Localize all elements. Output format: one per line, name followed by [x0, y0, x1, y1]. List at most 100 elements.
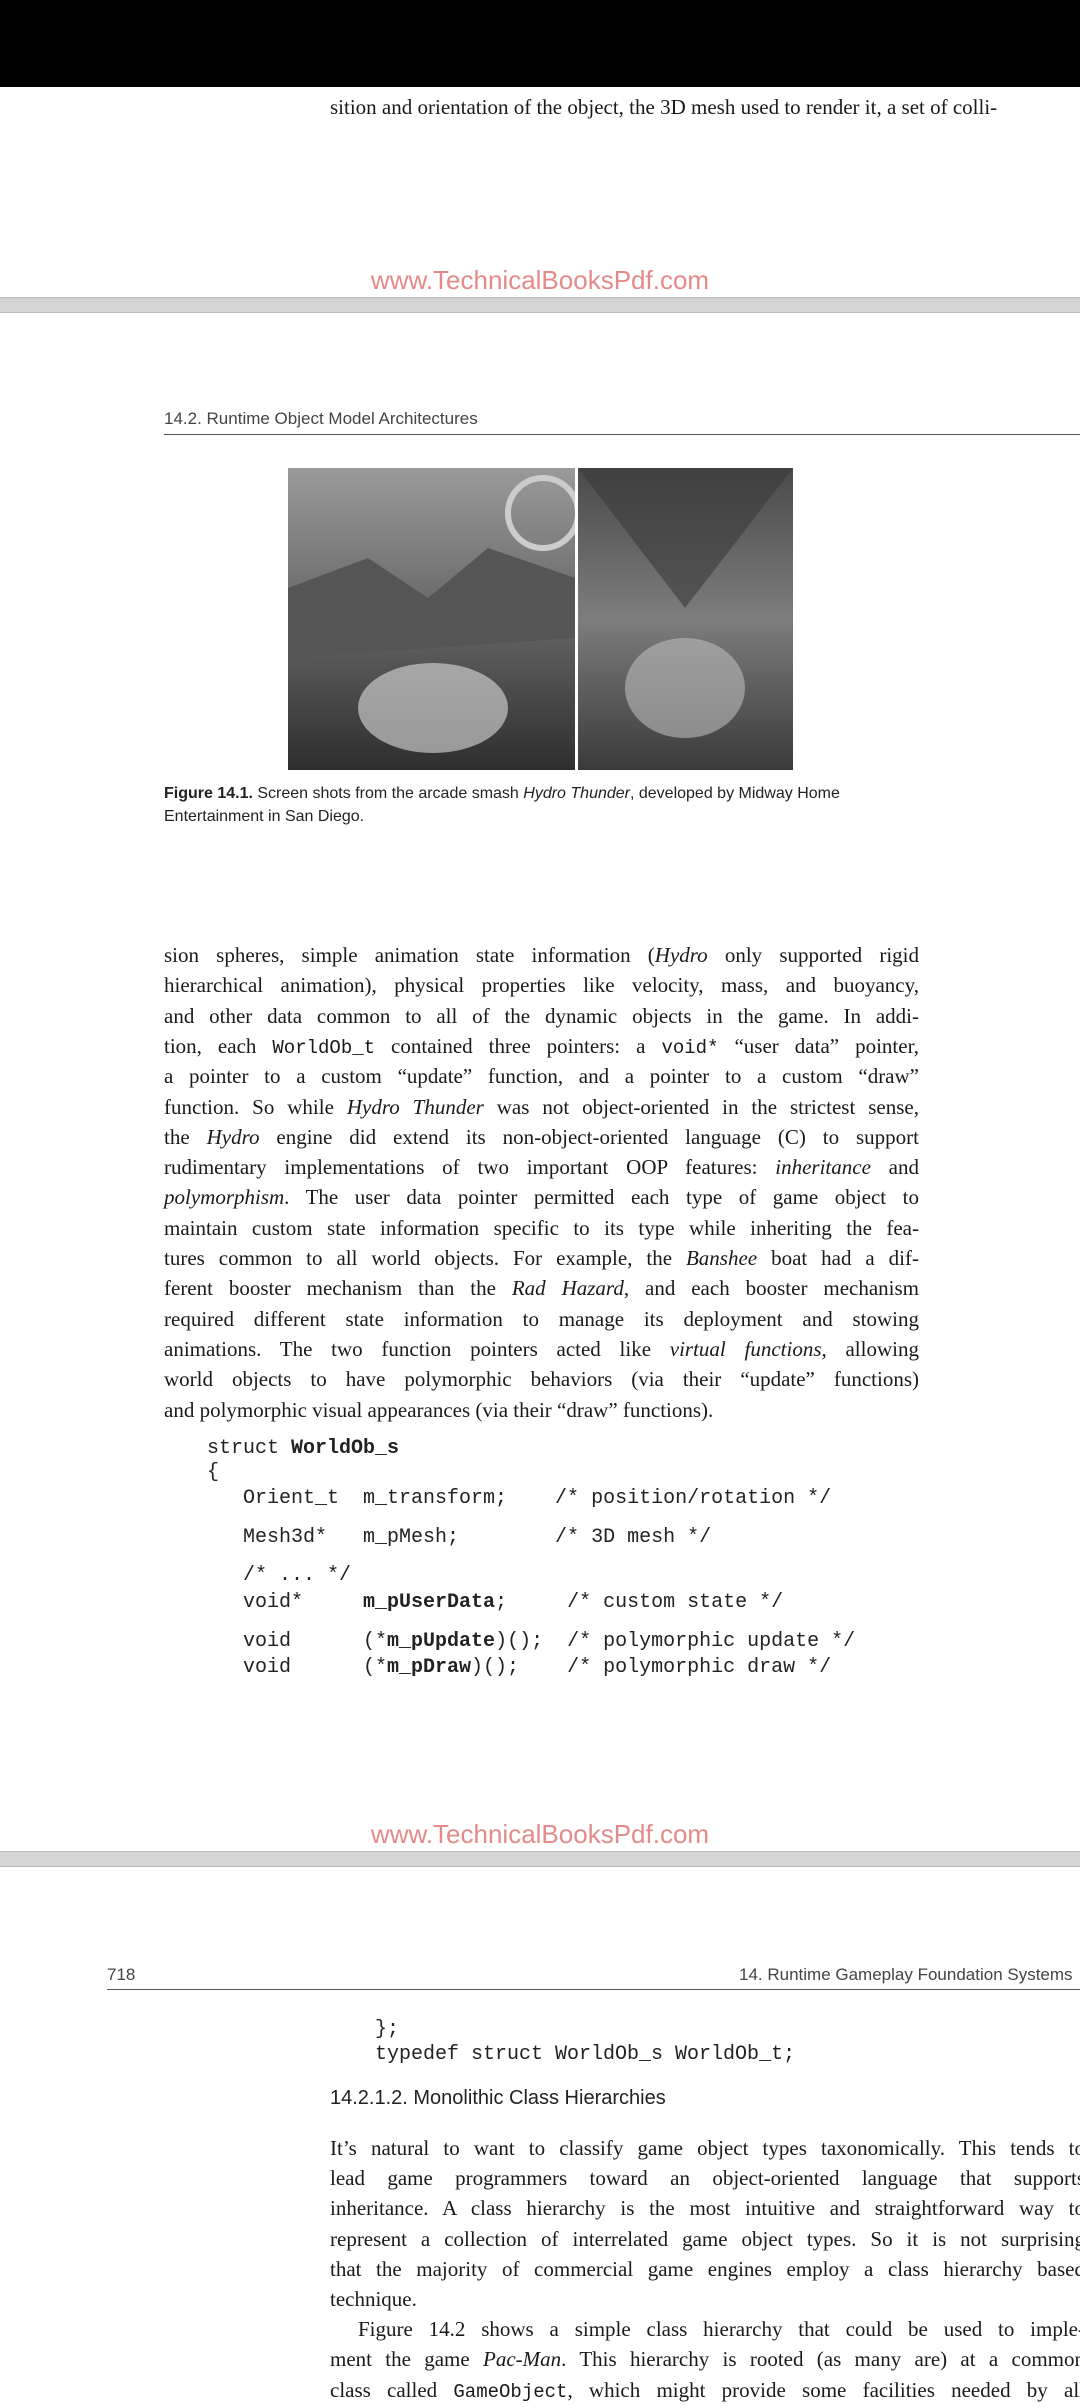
text-run: , which might provide some facilities ne… [567, 2377, 1080, 2402]
header-rule [107, 1989, 1080, 1990]
text-line: class called GameObject, which might pro… [330, 2375, 1080, 2405]
text-line: a pointer to a custom “update” function,… [164, 1061, 919, 1091]
text-run: . The user data pointer permitted each t… [284, 1185, 919, 1210]
text-run: void (* [207, 1630, 388, 1653]
text-run: It’s natural to want to classify game ob… [330, 2136, 1080, 2160]
text-run: Hydro Thunder [523, 785, 630, 802]
text-run: GameObject [453, 2380, 568, 2403]
running-head: 14. Runtime Gameplay Foundation Systems [739, 1965, 1073, 1984]
code-line: typedef struct WorldOb_s WorldOb_t; [375, 2042, 795, 2068]
text-line: that the majority of commercial game eng… [330, 2254, 1080, 2284]
text-run: , developed by Midway Home [629, 785, 840, 802]
text-line: Figure 14.1. Screen shots from the arcad… [164, 782, 920, 812]
text-line: inheritance. A class hierarchy is the mo… [330, 2193, 1080, 2223]
text-run: hierarchical animation), physical proper… [164, 973, 919, 998]
text-run: Mesh3d* m_pMesh; /* 3D mesh */ [207, 1526, 712, 1549]
text-run: boat had a dif- [757, 1246, 919, 1270]
text-line: represent a collection of interrelated g… [330, 2224, 1080, 2254]
text-line: tion, each WorldOb_t contained three poi… [164, 1031, 919, 1061]
text-line: rudimentary implementations of two impor… [164, 1152, 919, 1182]
text-run: and polymorphic visual appearances (via … [164, 1397, 714, 1422]
text-run: function. So while [164, 1094, 347, 1119]
code-line: struct WorldOb_s [207, 1436, 399, 1462]
text-run: required different state information to … [164, 1306, 919, 1331]
text-run: only supported rigid [707, 943, 919, 967]
text-run: )(); /* polymorphic draw */ [471, 1656, 832, 1679]
text-run: WorldOb_t [272, 1036, 376, 1059]
text-run: m_pUpdate [387, 1630, 496, 1653]
text-run: void (* [207, 1656, 388, 1679]
code-line: /* ... */ [207, 1563, 351, 1589]
text-line: technique. [330, 2284, 1080, 2314]
text-line: sion spheres, simple animation state inf… [164, 940, 919, 970]
text-line: Entertainment in San Diego. [164, 805, 920, 835]
text-run: . This hierarchy is rooted (as many are)… [561, 2347, 1080, 2372]
code-line: Mesh3d* m_pMesh; /* 3D mesh */ [207, 1525, 711, 1551]
code-line: }; [375, 2017, 399, 2043]
text-line: tures common to all world objects. For e… [164, 1243, 919, 1273]
text-run: Screen shots from the arcade smash [252, 785, 524, 802]
page-gap [0, 297, 1080, 313]
text-run: a pointer to a custom “update” function,… [164, 1064, 919, 1089]
text-line: world objects to have polymorphic behavi… [164, 1364, 919, 1394]
text-run: ; /* custom state */ [495, 1591, 784, 1614]
text-line: Figure 14.2 shows a simple class hierarc… [358, 2314, 1080, 2344]
code-line: void (*m_pUpdate)(); /* polymorphic upda… [207, 1629, 855, 1655]
text-run: contained three pointers: a [375, 1033, 662, 1058]
page-gap [0, 1851, 1080, 1867]
tunnel [578, 468, 793, 608]
text-run: , allowing [821, 1336, 919, 1361]
text-run: Entertainment in San Diego. [164, 808, 365, 825]
section-heading: 14.2.1.2. Monolithic Class Hierarchies [330, 2087, 666, 2109]
text-run: Pac-Man [483, 2347, 562, 2372]
text-run: Hydro [654, 943, 708, 967]
text-run: void* [207, 1591, 364, 1614]
text-run: lead game programmers toward an object-o… [330, 2166, 1080, 2191]
text-line: It’s natural to want to classify game ob… [330, 2133, 1080, 2163]
text-run: WorldOb_s [291, 1437, 400, 1460]
text-run: world objects to have polymorphic behavi… [164, 1367, 919, 1392]
text-line: ment the game Pac-Man. This hierarchy is… [330, 2344, 1080, 2374]
text-run: m_pDraw [387, 1656, 472, 1679]
text-run: Banshee [685, 1246, 758, 1270]
watermark: www.TechnicalBooksPdf.com [370, 1819, 710, 1849]
text-run: /* ... */ [207, 1564, 352, 1587]
text-line: hierarchical animation), physical proper… [164, 970, 919, 1000]
text-run: class called [330, 2377, 454, 2402]
text-run: the [164, 1124, 207, 1149]
text-run: tures common to all world objects. For e… [164, 1246, 686, 1270]
text-run: Hydro Thunder [346, 1094, 484, 1119]
code-line: void* m_pUserData; /* custom state */ [207, 1590, 783, 1616]
text-run: rudimentary implementations of two impor… [164, 1155, 776, 1180]
text-run: inheritance [775, 1155, 871, 1180]
scenery [288, 548, 575, 658]
code-line: { [207, 1460, 219, 1486]
text-run: animations. The two function pointers ac… [164, 1336, 670, 1361]
text-fragment: sition and orientation of the object, th… [330, 95, 998, 119]
boat [358, 663, 508, 753]
text-run: virtual functions [669, 1336, 822, 1361]
text-line: required different state information to … [164, 1304, 919, 1334]
running-head: 14.2. Runtime Object Model Architectures [164, 409, 478, 428]
text-run: struct [207, 1437, 292, 1460]
text-line: and other data common to all of the dyna… [164, 1001, 919, 1031]
header-rule [164, 434, 1080, 435]
text-run: typedef struct WorldOb_s WorldOb_t; [375, 2043, 796, 2066]
text-line: function. So while Hydro Thunder was not… [164, 1092, 919, 1122]
text-run: ment the game [330, 2347, 484, 2372]
text-run: void* [661, 1036, 719, 1059]
text-line: and polymorphic visual appearances (via … [164, 1395, 919, 1425]
page-number: 718 [107, 1965, 136, 1984]
text-run: represent a collection of interrelated g… [330, 2226, 1080, 2251]
text-run: Figure 14.1. [164, 785, 253, 802]
text-run: technique. [330, 2287, 417, 2311]
status-bar [0, 0, 1080, 87]
text-run: tion, each [164, 1033, 273, 1058]
text-run: )(); /* polymorphic update */ [495, 1630, 856, 1653]
text-line: lead game programmers toward an object-o… [330, 2163, 1080, 2193]
boat [625, 638, 745, 738]
text-line: animations. The two function pointers ac… [164, 1334, 919, 1364]
text-line: ferent booster mechanism than the Rad Ha… [164, 1273, 919, 1303]
text-run: , and each booster mechanism [623, 1276, 920, 1301]
text-run: ferent booster mechanism than the [164, 1276, 512, 1301]
